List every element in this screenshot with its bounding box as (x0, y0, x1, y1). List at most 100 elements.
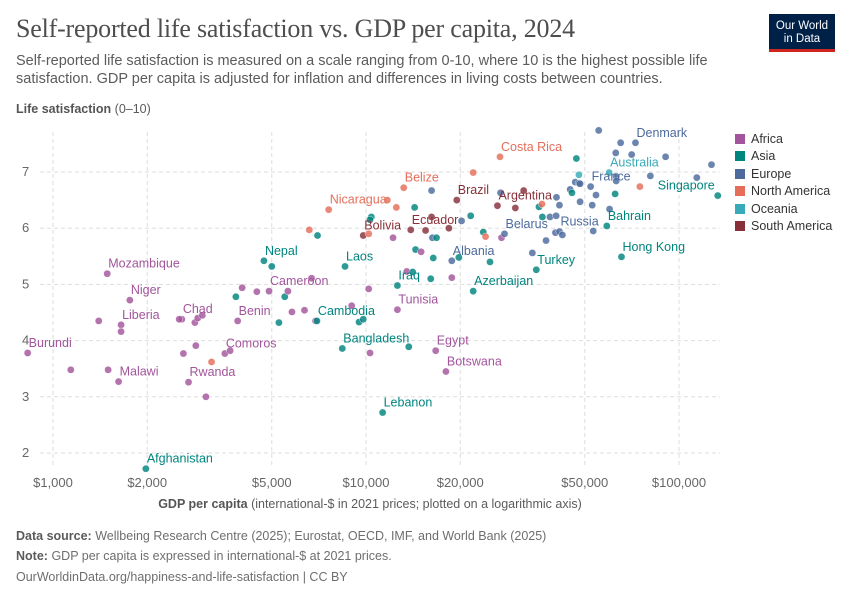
data-point (359, 315, 368, 324)
data-label: Cameroon (270, 274, 328, 288)
data-point (555, 201, 564, 209)
data-point (114, 377, 123, 386)
legend-item[interactable]: South America (735, 218, 832, 236)
data-point (383, 196, 392, 204)
data-point (94, 317, 103, 325)
data-point (175, 315, 183, 324)
data-point (605, 205, 614, 213)
data-point (481, 232, 490, 241)
data-point (104, 366, 112, 374)
x-axis-label-bold: GDP per capita (158, 497, 248, 511)
source-link[interactable]: OurWorldinData.org/happiness-and-life-sa… (16, 570, 348, 584)
data-point (406, 226, 415, 234)
data-point (364, 285, 373, 293)
data-point (603, 222, 611, 230)
legend-label: Europe (751, 166, 792, 181)
data-label: Malawi (120, 365, 159, 379)
y-tick-label: 5 (22, 276, 29, 291)
data-label: Brazil (458, 183, 489, 197)
data-point (202, 392, 210, 401)
data-point (631, 138, 640, 147)
data-label: Liberia (122, 308, 160, 322)
data-point (192, 341, 200, 350)
data-point (179, 349, 188, 358)
data-point (466, 212, 475, 220)
data-point (399, 183, 408, 192)
data-label: Belarus (505, 217, 547, 231)
legend-item[interactable]: North America (735, 183, 832, 201)
legend-item[interactable]: Asia (735, 148, 832, 166)
data-point (338, 344, 347, 353)
data-point (347, 301, 356, 310)
data-point (393, 305, 402, 314)
legend-swatch (735, 186, 745, 197)
x-tick-label: $10,000 (343, 475, 390, 490)
data-point (364, 230, 373, 238)
logo-line-1: Our World (775, 19, 829, 32)
data-point (576, 180, 584, 188)
data-point (568, 188, 576, 197)
data-label: Egypt (437, 334, 469, 348)
data-point (366, 215, 374, 224)
legend-item[interactable]: Africa (735, 130, 832, 148)
data-label: Nicaragua (330, 193, 387, 207)
data-point (588, 201, 596, 209)
legend-label: North America (751, 184, 831, 199)
data-label: Iraq (398, 269, 420, 283)
data-label: Singapore (658, 179, 715, 193)
owid-logo[interactable]: Our World in Data (769, 14, 835, 52)
y-tick-label: 3 (22, 389, 29, 404)
data-point (452, 196, 461, 204)
data-label: Rwanda (190, 365, 236, 379)
data-source-text: Wellbeing Research Centre (2025); Eurost… (95, 529, 547, 543)
legend-swatch (735, 203, 745, 214)
data-point (448, 273, 456, 282)
data-label: Cambodia (318, 304, 375, 318)
data-label: Niger (131, 283, 161, 297)
data-label: Bolivia (364, 219, 401, 233)
data-point (232, 292, 240, 301)
legend-item[interactable]: Europe (735, 165, 832, 183)
data-label: Bangladesh (343, 331, 409, 345)
data-point (493, 201, 502, 210)
data-label: Afghanistan (147, 452, 213, 466)
data-point (496, 153, 504, 161)
x-tick-label: $20,000 (437, 475, 484, 490)
data-point (519, 186, 528, 195)
data-point (117, 327, 125, 336)
data-point (393, 281, 402, 290)
data-label: Nepal (265, 244, 298, 258)
data-point (253, 287, 261, 296)
data-point (233, 317, 242, 325)
data-point (324, 205, 333, 214)
data-point (404, 342, 413, 351)
x-axis-label-unit: (international-$ in 2021 prices; plotted… (251, 497, 582, 511)
legend-swatch (735, 133, 745, 144)
x-tick-label: $2,000 (127, 475, 167, 490)
data-point (207, 358, 216, 366)
data-label: Costa Rica (501, 140, 562, 154)
data-point (576, 197, 584, 206)
data-label: Azerbaijan (474, 274, 533, 288)
data-point (431, 346, 440, 355)
data-label: Belize (405, 171, 439, 185)
data-point (392, 203, 401, 212)
x-tick-label: $5,000 (252, 475, 292, 490)
legend-swatch (735, 151, 745, 162)
data-point (538, 213, 547, 221)
data-point (427, 213, 436, 221)
data-label: Ecuador (412, 213, 459, 227)
y-tick-label: 7 (22, 164, 29, 179)
data-point (575, 171, 583, 179)
data-label: Laos (346, 249, 373, 263)
note-label: Note: (16, 549, 48, 563)
data-point (448, 256, 456, 265)
data-point (713, 191, 722, 200)
legend-item[interactable]: Oceania (735, 200, 832, 218)
data-source: Data source: Wellbeing Research Centre (… (16, 529, 546, 543)
data-point (511, 204, 520, 212)
data-point (457, 217, 466, 225)
data-point (611, 190, 619, 198)
data-point (552, 193, 561, 202)
data-point (184, 378, 193, 386)
